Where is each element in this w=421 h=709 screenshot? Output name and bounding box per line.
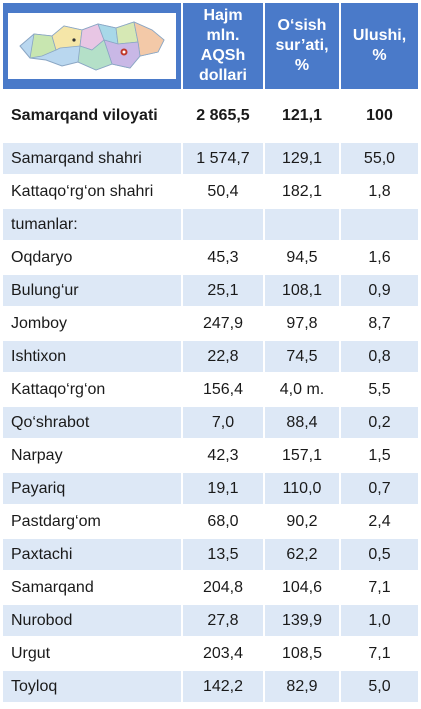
table-row: Ishtixon 22,8 74,5 0,8 [3, 341, 418, 374]
table-row: Payariq 19,1 110,0 0,7 [3, 473, 418, 506]
share-value: 8,7 [341, 308, 418, 341]
table-row: Nurobod 27,8 139,9 1,0 [3, 605, 418, 638]
growth-value: 4,0 m. [265, 374, 341, 407]
growth-value [265, 209, 341, 242]
volume-value: 45,3 [183, 242, 265, 275]
region-map-icon [19, 21, 165, 71]
region-name: Samarqand [3, 572, 183, 605]
table-row-section: tumanlar: [3, 209, 418, 242]
region-name: Samarqand shahri [3, 143, 183, 176]
volume-value: 42,3 [183, 440, 265, 473]
region-name: Ishtixon [3, 341, 183, 374]
region-name: Samarqand viloyati [3, 91, 183, 143]
volume-value: 204,8 [183, 572, 265, 605]
volume-column-header: Hajm mln. AQSh dollari [183, 3, 265, 91]
volume-value: 22,8 [183, 341, 265, 374]
volume-value: 1 574,7 [183, 143, 265, 176]
region-name: Urgut [3, 638, 183, 671]
share-value: 1,8 [341, 176, 418, 209]
region-name: Jomboy [3, 308, 183, 341]
region-name: Nurobod [3, 605, 183, 638]
share-value: 0,7 [341, 473, 418, 506]
growth-value: 129,1 [265, 143, 341, 176]
table-row: Paxtachi 13,5 62,2 0,5 [3, 539, 418, 572]
growth-value: 104,6 [265, 572, 341, 605]
table-row: Jomboy 247,9 97,8 8,7 [3, 308, 418, 341]
growth-value: 108,1 [265, 275, 341, 308]
table-row: Oqdaryo 45,3 94,5 1,6 [3, 242, 418, 275]
section-label: tumanlar: [3, 209, 183, 242]
volume-value: 68,0 [183, 506, 265, 539]
volume-value: 19,1 [183, 473, 265, 506]
table-row: Qo‘shrabot 7,0 88,4 0,2 [3, 407, 418, 440]
table-row: Urgut 203,4 108,5 7,1 [3, 638, 418, 671]
growth-value: 82,9 [265, 671, 341, 704]
header-row: Hajm mln. AQSh dollari O‘sish sur’ati, %… [3, 3, 418, 91]
growth-value: 121,1 [265, 91, 341, 143]
growth-value: 108,5 [265, 638, 341, 671]
region-name: Paxtachi [3, 539, 183, 572]
growth-value: 110,0 [265, 473, 341, 506]
share-value: 0,2 [341, 407, 418, 440]
growth-column-header: O‘sish sur’ati, % [265, 3, 341, 91]
growth-value: 157,1 [265, 440, 341, 473]
volume-value: 142,2 [183, 671, 265, 704]
growth-value: 90,2 [265, 506, 341, 539]
growth-value: 94,5 [265, 242, 341, 275]
growth-value: 88,4 [265, 407, 341, 440]
volume-value: 25,1 [183, 275, 265, 308]
share-value: 100 [341, 91, 418, 143]
map-frame [8, 13, 176, 79]
volume-value: 2 865,5 [183, 91, 265, 143]
volume-value: 27,8 [183, 605, 265, 638]
growth-value: 74,5 [265, 341, 341, 374]
share-value: 2,4 [341, 506, 418, 539]
table-row: Toyloq 142,2 82,9 5,0 [3, 671, 418, 704]
table-row: Samarqand 204,8 104,6 7,1 [3, 572, 418, 605]
table-row: Kattaqo‘rg‘on 156,4 4,0 m. 5,5 [3, 374, 418, 407]
share-value: 7,1 [341, 572, 418, 605]
region-name: Narpay [3, 440, 183, 473]
volume-value: 50,4 [183, 176, 265, 209]
share-value: 5,0 [341, 671, 418, 704]
share-value: 1,5 [341, 440, 418, 473]
region-name: Kattaqo‘rg‘on shahri [3, 176, 183, 209]
region-name: Kattaqo‘rg‘on [3, 374, 183, 407]
region-name: Qo‘shrabot [3, 407, 183, 440]
table-row-total: Samarqand viloyati 2 865,5 121,1 100 [3, 91, 418, 143]
growth-value: 62,2 [265, 539, 341, 572]
region-name: Bulung‘ur [3, 275, 183, 308]
table-row: Narpay 42,3 157,1 1,5 [3, 440, 418, 473]
volume-value: 13,5 [183, 539, 265, 572]
volume-value: 203,4 [183, 638, 265, 671]
share-column-header: Ulushi, % [341, 3, 418, 91]
region-name: Oqdaryo [3, 242, 183, 275]
share-value: 0,5 [341, 539, 418, 572]
growth-value: 182,1 [265, 176, 341, 209]
volume-value: 156,4 [183, 374, 265, 407]
share-value: 0,9 [341, 275, 418, 308]
growth-value: 97,8 [265, 308, 341, 341]
share-value: 1,6 [341, 242, 418, 275]
table-row: Kattaqo‘rg‘on shahri 50,4 182,1 1,8 [3, 176, 418, 209]
share-value: 7,1 [341, 638, 418, 671]
region-name: Payariq [3, 473, 183, 506]
region-name: Toyloq [3, 671, 183, 704]
share-value: 1,0 [341, 605, 418, 638]
volume-value [183, 209, 265, 242]
volume-value: 7,0 [183, 407, 265, 440]
share-value: 5,5 [341, 374, 418, 407]
volume-value: 247,9 [183, 308, 265, 341]
share-value: 0,8 [341, 341, 418, 374]
table-row: Pastdarg‘om 68,0 90,2 2,4 [3, 506, 418, 539]
map-header-cell [3, 3, 183, 91]
region-name: Pastdarg‘om [3, 506, 183, 539]
data-table: Hajm mln. AQSh dollari O‘sish sur’ati, %… [3, 3, 418, 704]
table-row: Bulung‘ur 25,1 108,1 0,9 [3, 275, 418, 308]
growth-value: 139,9 [265, 605, 341, 638]
share-value [341, 209, 418, 242]
table-row: Samarqand shahri 1 574,7 129,1 55,0 [3, 143, 418, 176]
share-value: 55,0 [341, 143, 418, 176]
